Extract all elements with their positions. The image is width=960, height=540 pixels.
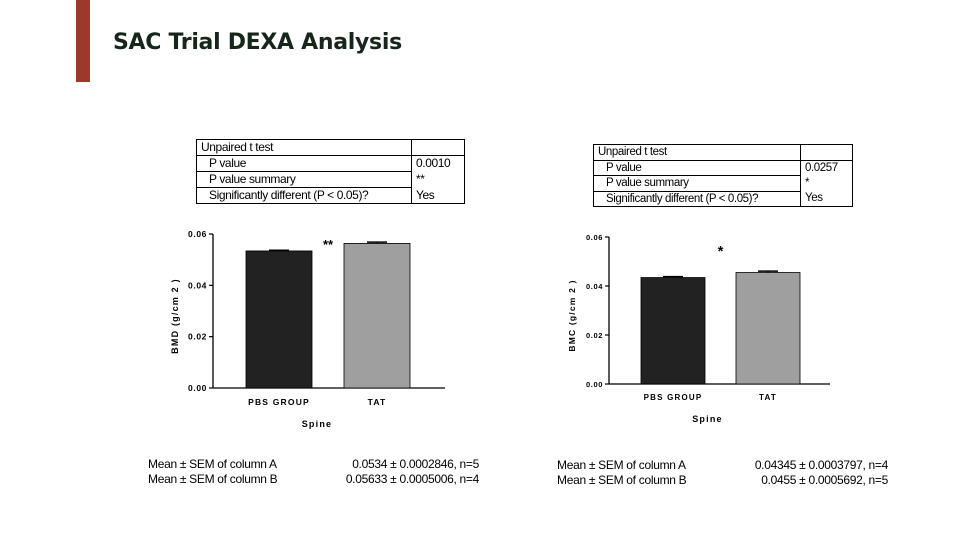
y-tick-label: 0.02: [188, 332, 207, 342]
bar-tat: [343, 243, 411, 389]
summary-stats-right: Mean ± SEM of column A 0.04345 ± 0.00037…: [557, 458, 888, 488]
ttest-value-p-value: 0.0257: [800, 159, 853, 176]
summary-label: Mean ± SEM of column A: [148, 457, 277, 471]
category-label: PBS GROUP: [644, 393, 703, 402]
ttest-value-p-value: 0.0010: [411, 155, 465, 172]
ttest-value-p-summary: **: [411, 171, 465, 188]
ttest-table-right: Unpaired t test P value 0.0257 P value s…: [593, 144, 853, 207]
summary-value: 0.0534 ± 0.0002846, n=5: [352, 457, 479, 471]
bar-tat: [735, 272, 801, 385]
category-label: TAT: [759, 393, 777, 402]
y-axis-label: BMD (g/cm 2 ): [170, 278, 180, 354]
summary-row: Mean ± SEM of column A 0.04345 ± 0.00037…: [557, 458, 888, 473]
title-accent-bar: [76, 0, 90, 82]
ttest-label-p-summary: P value summary: [196, 171, 412, 188]
y-tick-label: 0.00: [188, 383, 207, 393]
category-label: PBS GROUP: [248, 397, 310, 407]
ttest-label-significant: Significantly different (P < 0.05)?: [593, 190, 801, 207]
y-tick-label: 0.06: [188, 229, 207, 239]
summary-label: Mean ± SEM of column B: [557, 473, 687, 487]
ttest-heading-value: [800, 144, 853, 160]
y-tick-label: 0.02: [586, 331, 603, 340]
y-tick-label: 0.06: [586, 233, 603, 242]
y-tick-label: 0.04: [188, 280, 207, 290]
summary-value: 0.0455 ± 0.0005692, n=5: [761, 473, 888, 487]
x-axis-label: Spine: [302, 419, 333, 429]
ttest-heading-value: [411, 139, 465, 156]
category-label: TAT: [368, 397, 387, 407]
summary-value: 0.05633 ± 0.0005006, n=4: [345, 472, 479, 486]
summary-row: Mean ± SEM of column B 0.0455 ± 0.000569…: [557, 473, 888, 488]
significance-stars: **: [323, 237, 334, 252]
slide-title: SAC Trial DEXA Analysis: [113, 30, 402, 55]
summary-stats-left: Mean ± SEM of column A 0.0534 ± 0.000284…: [148, 457, 479, 487]
ttest-label-p-summary: P value summary: [593, 175, 801, 191]
ttest-label-p-value: P value: [593, 159, 801, 176]
summary-label: Mean ± SEM of column B: [148, 472, 278, 486]
ttest-value-significant: Yes: [800, 191, 853, 207]
ttest-table-left: Unpaired t test P value 0.0010 P value s…: [196, 139, 465, 204]
ttest-label-p-value: P value: [196, 155, 412, 172]
ttest-value-p-summary: *: [800, 175, 853, 191]
bar-pbs-group: [640, 277, 706, 385]
significance-stars: *: [718, 243, 724, 260]
ttest-label-significant: Significantly different (P < 0.05)?: [196, 187, 412, 204]
y-tick-label: 0.00: [586, 380, 603, 389]
x-axis-label: Spine: [692, 414, 723, 424]
ttest-value-significant: Yes: [411, 187, 465, 204]
summary-row: Mean ± SEM of column A 0.0534 ± 0.000284…: [148, 457, 479, 472]
y-axis-label: BMC (g/cm 2 ): [567, 279, 577, 351]
summary-value: 0.04345 ± 0.0003797, n=4: [754, 458, 888, 472]
summary-row: Mean ± SEM of column B 0.05633 ± 0.00050…: [148, 472, 479, 487]
y-tick-label: 0.04: [586, 282, 603, 291]
bar-pbs-group: [245, 250, 313, 389]
ttest-heading: Unpaired t test: [593, 144, 801, 160]
summary-label: Mean ± SEM of column A: [557, 458, 686, 472]
